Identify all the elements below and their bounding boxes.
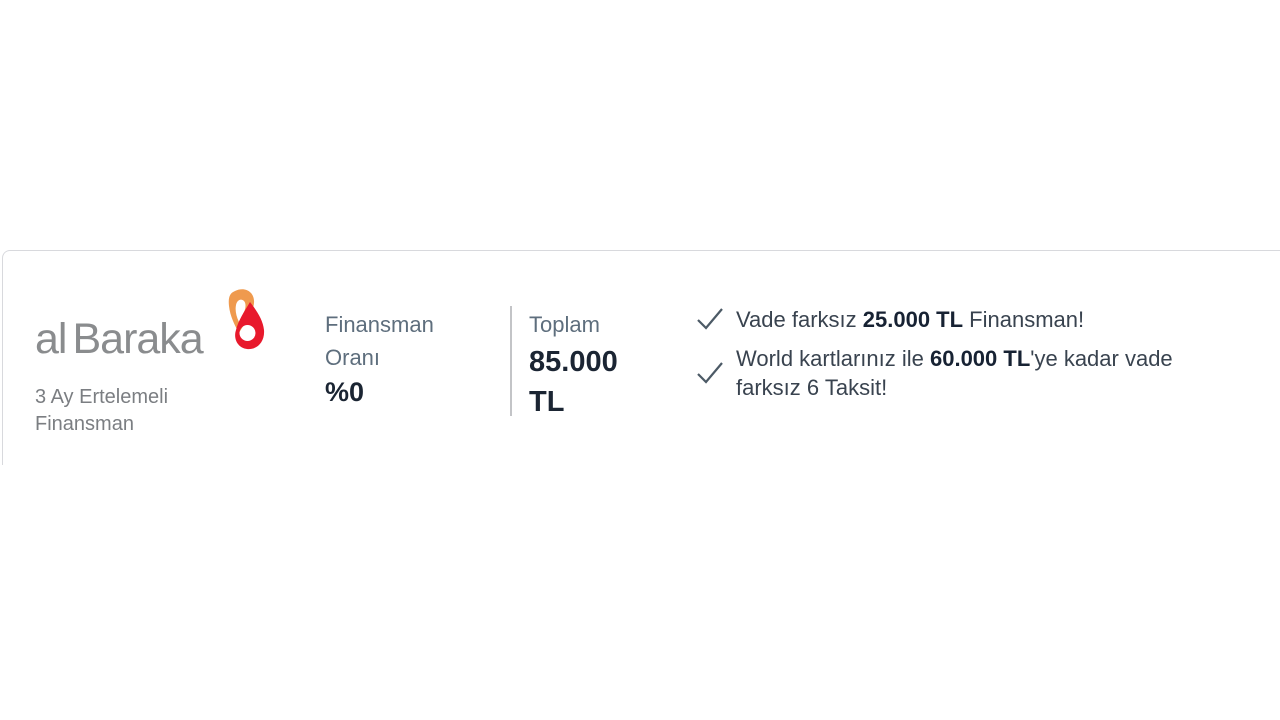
financing-offer-card[interactable]: al Baraka 3 Ay Ertelemeli Finansman Finan… [2,250,1280,465]
total-amount: 85.000 [529,346,618,378]
total-block: Toplam 85.000 TL [529,308,618,422]
finance-rate-value: %0 [325,377,365,407]
total-currency: TL [529,386,565,418]
checkmark-icon [697,362,723,384]
albaraka-logo-text: al Baraka [35,315,204,363]
benefit-text: World kartlarınız ile 60.000 TL'ye kadar… [736,346,1173,400]
finance-rate-block: Finansman Oranı %0 [325,308,457,408]
checkmark-icon [697,308,723,330]
benefit-item: World kartlarınız ile 60.000 TL'ye kadar… [695,344,1240,402]
total-label: Toplam [529,312,600,337]
vertical-divider [510,306,512,416]
logo-baraka: Baraka [72,315,203,363]
logo-al: al [35,315,67,363]
benefits-list: Vade farksız 25.000 TL Finansman! World … [695,304,1240,412]
benefit-text: Vade farksız 25.000 TL Finansman! [736,306,1085,332]
albaraka-flame-icon [228,289,265,350]
finance-rate-label: Finansman Oranı [325,312,434,370]
benefit-item: Vade farksız 25.000 TL Finansman! [695,304,1240,334]
product-name: 3 Ay Ertelemeli Finansman [35,386,169,435]
